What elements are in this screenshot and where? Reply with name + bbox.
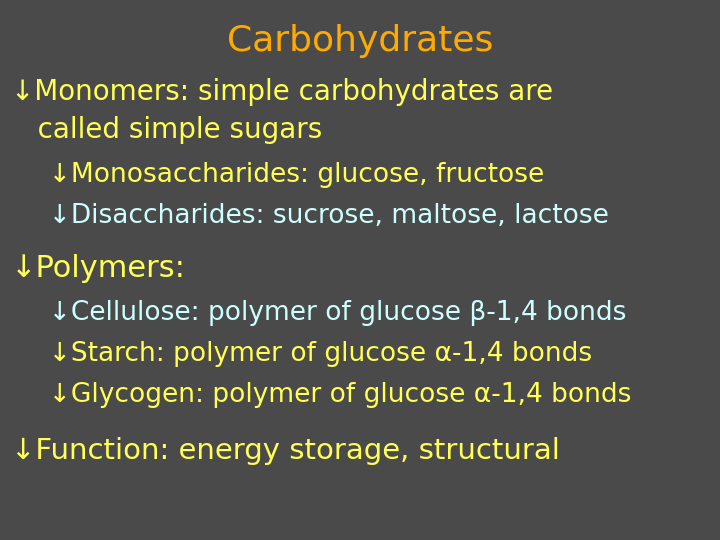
Text: Carbohydrates: Carbohydrates [227,24,493,58]
Text: ↓Monosaccharides: glucose, fructose: ↓Monosaccharides: glucose, fructose [32,162,544,188]
Text: ↓Polymers:: ↓Polymers: [11,254,186,283]
Text: ↓Starch: polymer of glucose α-1,4 bonds: ↓Starch: polymer of glucose α-1,4 bonds [32,341,593,367]
Text: called simple sugars: called simple sugars [11,116,322,144]
Text: ↓Cellulose: polymer of glucose β-1,4 bonds: ↓Cellulose: polymer of glucose β-1,4 bon… [32,300,627,326]
Text: ↓Function: energy storage, structural: ↓Function: energy storage, structural [11,437,559,465]
Text: ↓Monomers: simple carbohydrates are: ↓Monomers: simple carbohydrates are [11,78,553,106]
Text: ↓Disaccharides: sucrose, maltose, lactose: ↓Disaccharides: sucrose, maltose, lactos… [32,202,609,228]
Text: ↓Glycogen: polymer of glucose α-1,4 bonds: ↓Glycogen: polymer of glucose α-1,4 bond… [32,382,631,408]
